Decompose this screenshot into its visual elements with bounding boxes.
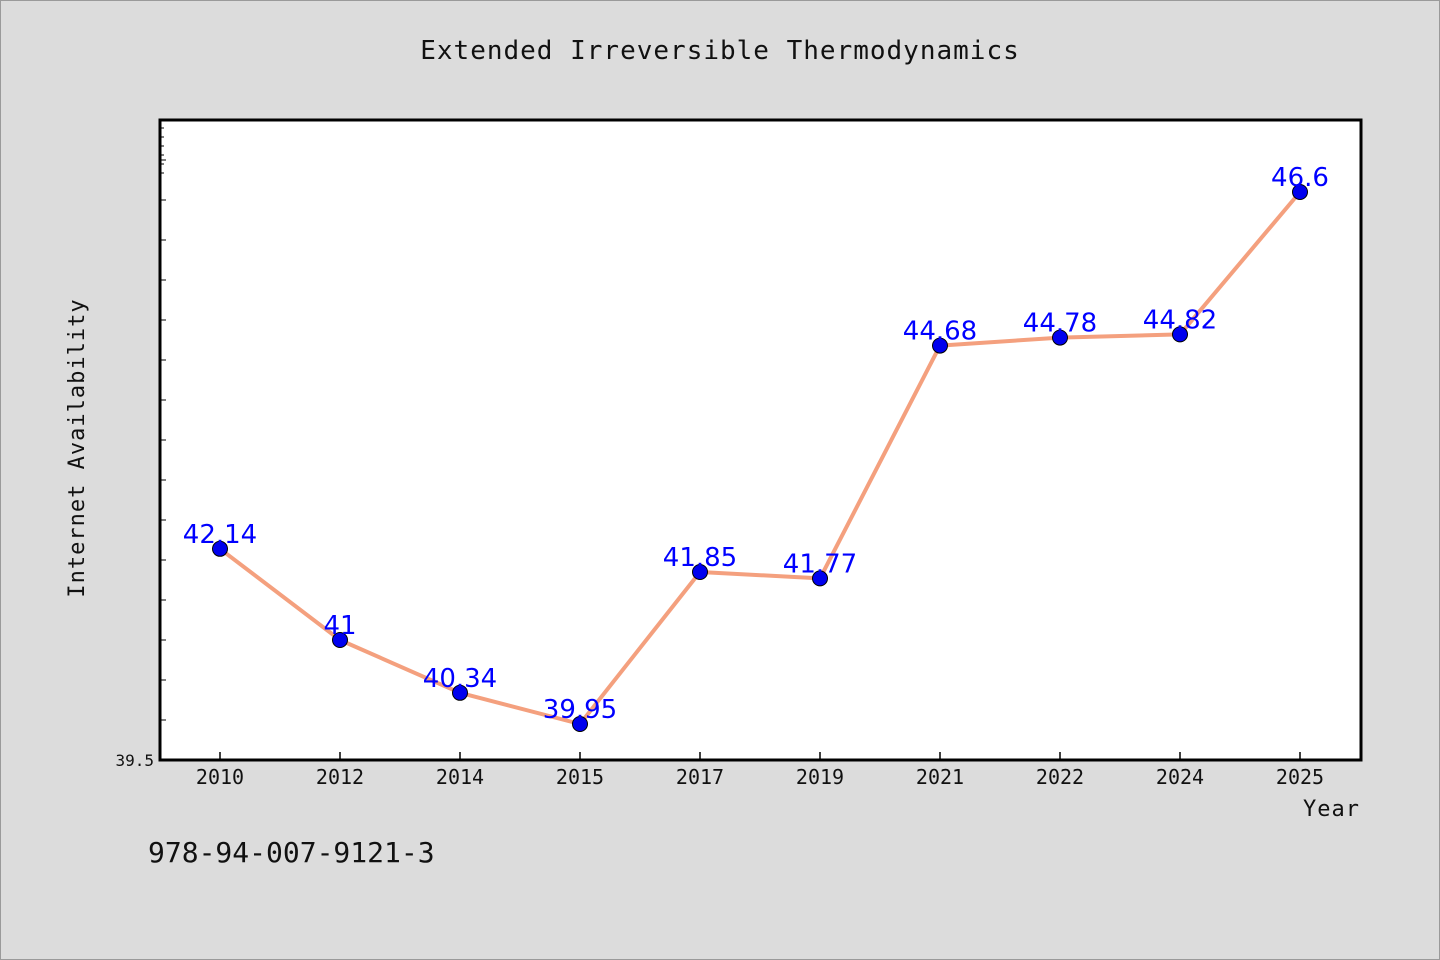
series-polyline [218,190,1302,726]
data-point [812,570,828,587]
data-point [932,337,948,354]
data-labels: 42.14 41 40.34 39.95 41.85 41.77 44.68 44.78 44.… [183,163,1329,725]
x-axis-label: Year [1303,797,1360,822]
data-label: 42.14 [183,520,257,550]
y-tick-label: 39.5 [115,751,154,770]
data-label: 44.68 [903,317,977,347]
x-tick-label: 2010 [196,765,244,789]
x-tick-label: 2025 [1276,765,1324,789]
isbn-label: 978-94-007-9121-3 [148,836,435,869]
x-tick-label: 2014 [436,765,484,789]
data-point [332,632,348,648]
data-label: 41.77 [783,549,857,579]
data-label: 39.95 [543,695,617,725]
data-label: 41.85 [663,543,737,573]
plot-area [158,118,1363,762]
data-point [452,684,468,701]
data-label: 41 [323,611,356,641]
data-label: 44.78 [1023,309,1097,339]
y-axis-ticks [160,119,166,761]
x-tick-label: 2012 [316,765,364,789]
data-point [212,540,228,557]
x-tick-label: 2017 [676,765,724,789]
data-point [1052,329,1068,346]
data-label: 46.6 [1271,163,1329,193]
data-point [572,716,588,732]
data-point [1172,326,1188,343]
data-label: 44.82 [1143,305,1217,335]
series-markers [212,184,1308,732]
data-point [1292,184,1308,200]
data-point [692,564,708,580]
y-axis-label: Internet Availability [65,298,90,597]
x-tick-label: 2024 [1156,765,1204,789]
data-label: 40.34 [423,664,497,694]
x-tick-label: 2015 [556,765,604,789]
chart-title: Extended Irreversible Thermodynamics [420,36,1020,66]
x-tick-label: 2019 [796,765,844,789]
series-line [218,190,1302,726]
x-tick-label: 2021 [916,765,964,789]
x-axis-ticks: 2010 2012 2014 2015 2017 2019 2021 2022 2024 2025 [196,752,1324,789]
x-tick-label: 2022 [1036,765,1084,789]
